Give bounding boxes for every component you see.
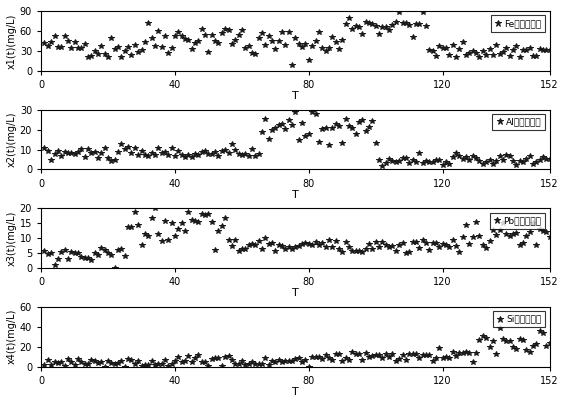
Y-axis label: x2(t)(mg/L): x2(t)(mg/L) xyxy=(7,112,17,167)
X-axis label: T: T xyxy=(292,387,299,397)
Legend: Al元素浓度値: Al元素浓度値 xyxy=(492,114,545,130)
X-axis label: T: T xyxy=(292,288,299,299)
Legend: Pb元素浓度値: Pb元素浓度値 xyxy=(490,213,545,229)
Legend: Si元素浓度値: Si元素浓度値 xyxy=(493,311,545,327)
Y-axis label: x3(t)(mg/L): x3(t)(mg/L) xyxy=(7,210,17,266)
X-axis label: T: T xyxy=(292,190,299,200)
X-axis label: T: T xyxy=(292,91,299,101)
Y-axis label: x4(t)(mg/L): x4(t)(mg/L) xyxy=(7,309,17,364)
Y-axis label: x1(t)(mg/L): x1(t)(mg/L) xyxy=(7,13,17,69)
Legend: Fe元素浓度値: Fe元素浓度値 xyxy=(491,15,545,32)
